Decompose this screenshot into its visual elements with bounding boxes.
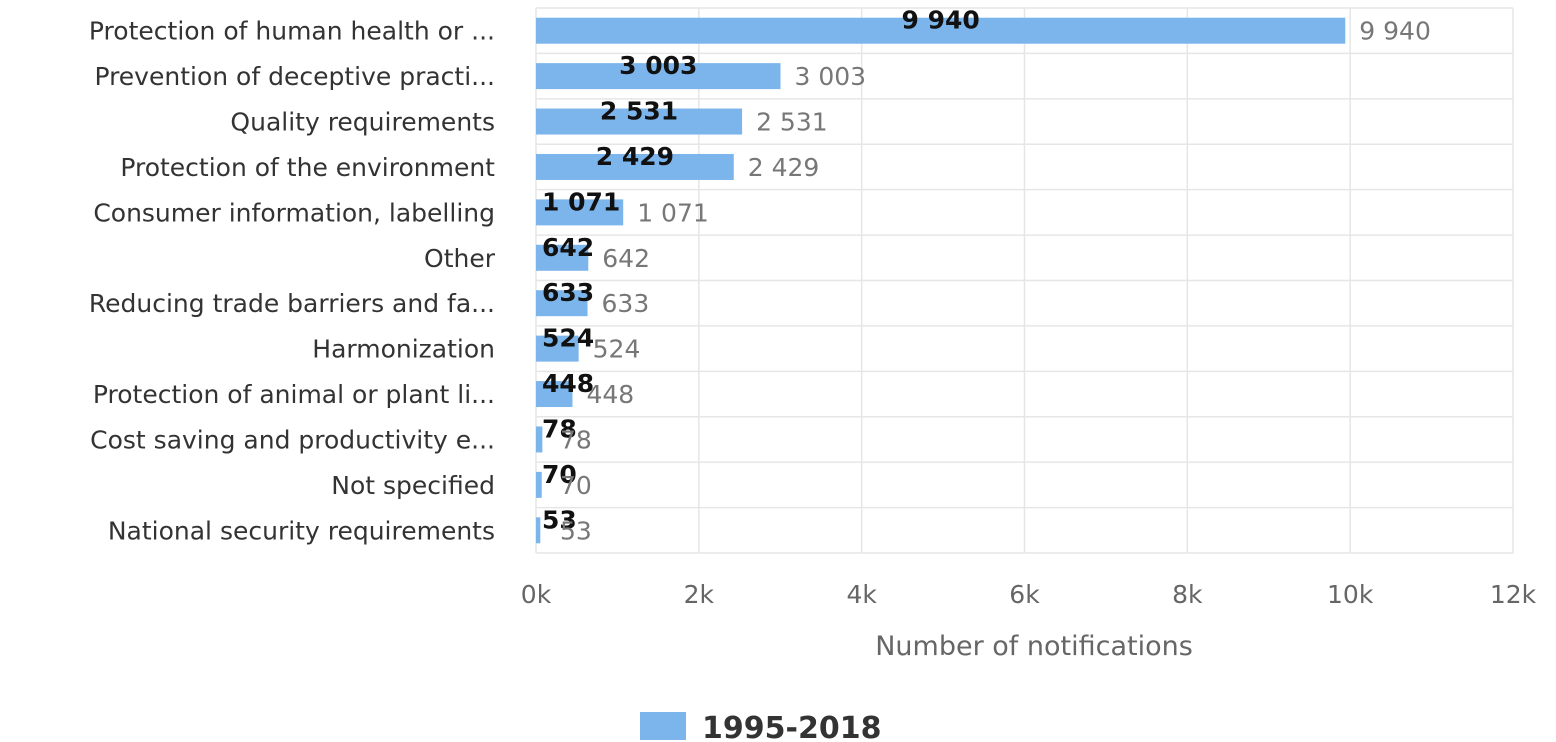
category-label: Consumer information, labelling bbox=[93, 198, 495, 227]
bar[interactable] bbox=[536, 199, 624, 226]
grid bbox=[535, 7, 1514, 554]
data-label-inside: 78 bbox=[542, 414, 577, 443]
category-label: Cost saving and productivity e... bbox=[90, 425, 495, 454]
category-label: National security requirements bbox=[108, 516, 495, 545]
category-label: Protection of animal or plant li... bbox=[93, 380, 495, 409]
data-label-outside: 2 531 bbox=[756, 108, 828, 137]
bar[interactable] bbox=[536, 426, 543, 453]
data-label-inside: 2 429 bbox=[596, 142, 674, 171]
bar[interactable] bbox=[536, 244, 589, 271]
bar[interactable] bbox=[536, 517, 541, 544]
data-label-outside: 642 bbox=[602, 244, 650, 273]
legend[interactable]: 1995-2018 bbox=[640, 711, 881, 742]
x-tick-label: 4k bbox=[846, 580, 877, 609]
bar[interactable] bbox=[536, 108, 743, 135]
bar[interactable] bbox=[536, 335, 579, 362]
x-tick-label: 2k bbox=[684, 580, 715, 609]
x-tick-label: 12k bbox=[1490, 580, 1537, 609]
data-label-outside: 2 429 bbox=[748, 153, 820, 182]
category-label: Protection of the environment bbox=[120, 153, 495, 182]
x-tick-label: 0k bbox=[521, 580, 552, 609]
data-label-outside: 633 bbox=[602, 289, 650, 318]
data-label-inside: 3 003 bbox=[619, 51, 697, 80]
bar[interactable] bbox=[536, 471, 542, 498]
category-label: Protection of human health or ... bbox=[89, 17, 495, 46]
category-label: Harmonization bbox=[312, 335, 495, 364]
data-label-inside: 2 531 bbox=[600, 97, 678, 126]
bar[interactable] bbox=[536, 153, 734, 180]
category-label: Reducing trade barriers and fa... bbox=[89, 289, 495, 318]
category-label: Other bbox=[424, 244, 496, 273]
category-label: Not specified bbox=[331, 471, 495, 500]
category-label: Prevention of deceptive practi... bbox=[94, 62, 495, 91]
legend-swatch bbox=[640, 712, 686, 740]
bar[interactable] bbox=[536, 63, 781, 90]
data-label-outside: 1 071 bbox=[637, 198, 709, 227]
bar[interactable] bbox=[536, 17, 1346, 44]
legend-label: 1995-2018 bbox=[702, 711, 881, 742]
data-label-outside: 70 bbox=[560, 471, 592, 500]
data-label-inside: 1 071 bbox=[542, 187, 620, 216]
data-label-inside: 53 bbox=[542, 505, 577, 534]
data-label-outside: 3 003 bbox=[794, 62, 866, 91]
data-label-outside: 53 bbox=[560, 516, 592, 545]
x-tick-label: 6k bbox=[1009, 580, 1040, 609]
bar[interactable] bbox=[536, 290, 588, 317]
data-label-outside: 448 bbox=[586, 380, 634, 409]
data-label-inside: 642 bbox=[542, 233, 594, 262]
data-label-outside: 78 bbox=[560, 425, 592, 454]
data-label-outside: 9 940 bbox=[1359, 17, 1431, 46]
data-label-inside: 633 bbox=[542, 278, 594, 307]
data-label-inside: 70 bbox=[542, 460, 577, 489]
x-axis-ticks: 0k 2k 4k 6k 8k 10k 12k bbox=[521, 580, 1537, 609]
category-labels: Protection of human health or ... Prevent… bbox=[89, 17, 496, 546]
x-tick-label: 8k bbox=[1172, 580, 1203, 609]
x-axis-title: Number of notifications bbox=[875, 631, 1193, 662]
bars: 9 940 9 940 3 003 3 003 2 531 2 531 2 429 2 429… bbox=[536, 6, 1431, 545]
data-label-inside: 448 bbox=[542, 369, 594, 398]
data-label-outside: 524 bbox=[593, 335, 641, 364]
data-label-inside: 9 940 bbox=[901, 6, 979, 35]
x-tick-label: 10k bbox=[1327, 580, 1374, 609]
category-label: Quality requirements bbox=[230, 108, 495, 137]
bar[interactable] bbox=[536, 381, 573, 408]
data-label-inside: 524 bbox=[542, 324, 594, 353]
